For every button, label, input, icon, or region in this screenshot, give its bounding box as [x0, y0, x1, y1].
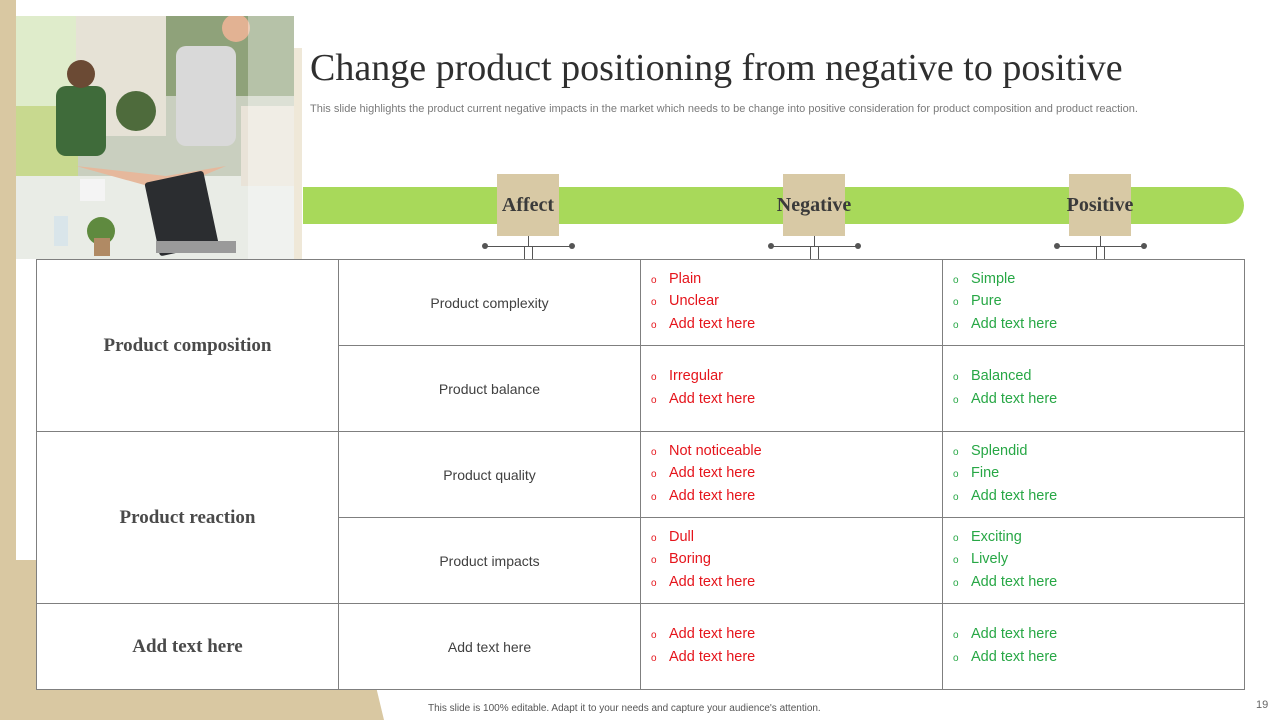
negative-point: o Add text here [651, 572, 942, 595]
bullet-icon: o [651, 652, 657, 664]
negative-cell: o Add text here o Add text here [640, 603, 943, 690]
affect-cell: Product composition [36, 259, 339, 432]
sub-aspect-cell: Product impacts [338, 517, 641, 604]
sub-aspect-cell: Add text here [338, 603, 641, 690]
bullet-icon: o [953, 532, 959, 544]
positioning-table: Product composition Product complexity o… [36, 259, 1245, 690]
slide-subtitle: This slide highlights the product curren… [310, 103, 1138, 115]
bullet-icon: o [953, 555, 959, 567]
bullet-icon: o [953, 274, 959, 286]
photo-frame-edge [294, 48, 302, 259]
positive-point: o Fine [953, 463, 1244, 486]
affect-header-label: Affect [501, 194, 555, 216]
positive-cell: o Add text here o Add text here [942, 603, 1245, 690]
positive-point: o Add text here [953, 389, 1244, 412]
positive-point: o Lively [953, 549, 1244, 572]
negative-cell: o Not noticeable o Add text here o Add text… [640, 431, 943, 518]
bullet-icon: o [651, 577, 657, 589]
bullet-icon: o [651, 630, 657, 641]
sub-aspect-cell: Product quality [338, 431, 641, 518]
positive-header-label: Positive [1066, 194, 1134, 216]
negative-point: o Add text here [651, 647, 942, 670]
negative-cell: o Irregular o Add text here [640, 345, 943, 432]
team-hands-photo [16, 16, 294, 259]
bullet-icon: o [651, 274, 657, 286]
negative-point: o Plain [651, 269, 942, 292]
negative-cell: o Dull o Boring o Add text here [640, 517, 943, 604]
bullet-icon: o [651, 532, 657, 544]
bullet-icon: o [651, 555, 657, 567]
positive-point: o Add text here [953, 572, 1244, 595]
bullet-icon: o [953, 394, 959, 406]
bullet-icon: o [953, 491, 959, 503]
slide-title: Change product positioning from negative… [310, 47, 1123, 89]
table-row: Product balance o Irregular o Add text her… [37, 345, 1245, 432]
sub-aspect-cell: Product balance [338, 345, 641, 432]
left-accent-strip [0, 0, 16, 720]
positive-cell: o Exciting o Lively o Add text here [942, 517, 1245, 604]
positive-point: o Pure [953, 291, 1244, 314]
positive-cell: o Simple o Pure o Add text here [942, 259, 1245, 346]
bullet-icon: o [651, 394, 657, 406]
bullet-icon: o [953, 319, 959, 331]
negative-point: o Unclear [651, 291, 942, 314]
negative-header-tab [783, 174, 845, 236]
affect-cell: Add text here [36, 603, 339, 690]
bullet-icon: o [651, 372, 657, 383]
negative-point: o Add text here [651, 624, 942, 647]
negative-cell: o Plain o Unclear o Add text here [640, 259, 943, 346]
negative-point: o Add text here [651, 314, 942, 337]
negative-point: o Add text here [651, 463, 942, 486]
table-row: Add text here Add text here o Add text he… [36, 603, 1245, 690]
negative-point: o Add text here [651, 389, 942, 412]
negative-point: o Not noticeable [651, 441, 942, 464]
positive-header-tab [1069, 174, 1131, 236]
negative-point: o Dull [651, 527, 942, 550]
negative-point: o Irregular [651, 366, 942, 389]
negative-point: o Add text here [651, 486, 942, 509]
sub-aspect-cell: Product complexity [338, 259, 641, 346]
positive-point: o Add text here [953, 314, 1244, 337]
positive-point: o Splendid [953, 441, 1244, 464]
positive-point: o Add text here [953, 624, 1244, 647]
bullet-icon: o [953, 297, 959, 309]
bullet-icon: o [651, 446, 657, 458]
slide-footer-note: This slide is 100% editable. Adapt it to… [428, 703, 821, 714]
bullet-icon: o [651, 319, 657, 331]
bullet-icon: o [651, 297, 657, 309]
positive-point: o Exciting [953, 527, 1244, 550]
positive-point: o Balanced [953, 366, 1244, 389]
positive-point: o Add text here [953, 647, 1244, 670]
bullet-icon: o [953, 652, 959, 664]
affect-cell: Product reaction [36, 431, 339, 604]
table-row: Product reaction Product quality o Not no… [36, 431, 1245, 604]
negative-header-label: Negative [776, 194, 852, 216]
bullet-icon: o [953, 446, 959, 458]
bullet-icon: o [953, 372, 959, 383]
bullet-icon: o [953, 630, 959, 641]
positive-cell: o Balanced o Add text here [942, 345, 1245, 432]
page-number: 19 [1256, 699, 1269, 711]
bullet-icon: o [953, 577, 959, 589]
table-row: Product impacts o Dull o Boring o Add text … [37, 517, 1245, 604]
bullet-icon: o [651, 469, 657, 481]
positive-point: o Simple [953, 269, 1244, 292]
negative-point: o Boring [651, 549, 942, 572]
bullet-icon: o [651, 491, 657, 503]
positive-point: o Add text here [953, 486, 1244, 509]
positive-cell: o Splendid o Fine o Add text here [942, 431, 1245, 518]
affect-header-tab [497, 174, 559, 236]
table-row: Product composition Product complexity o… [36, 259, 1245, 432]
bullet-icon: o [953, 469, 959, 481]
